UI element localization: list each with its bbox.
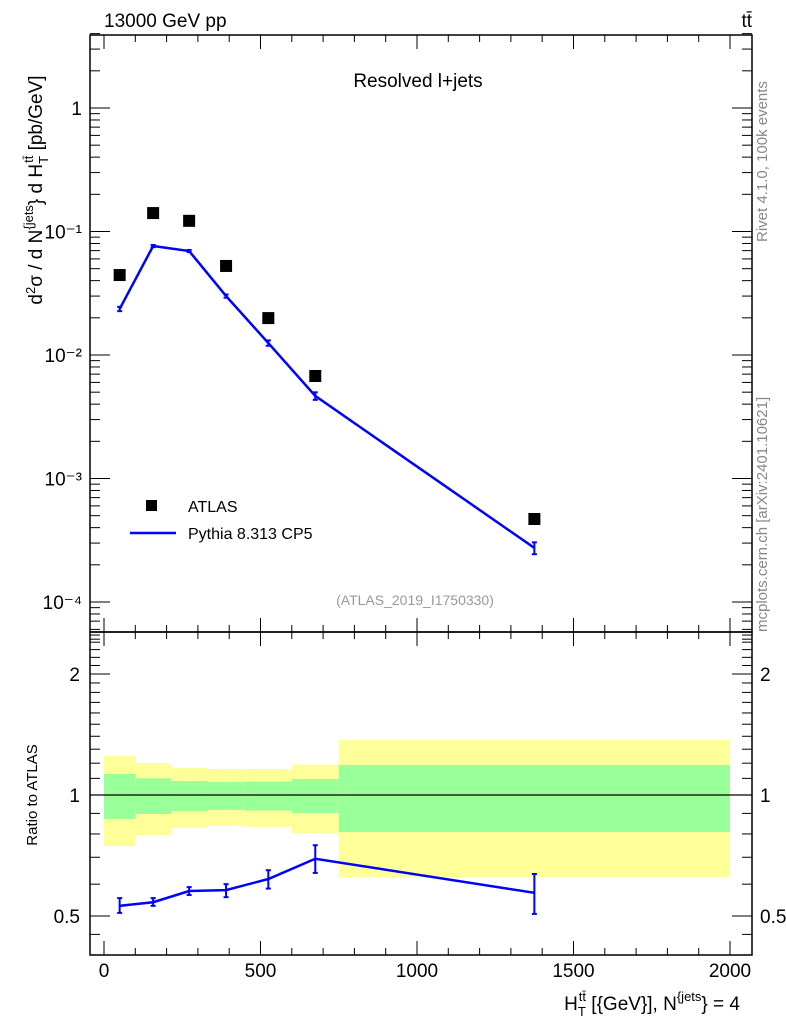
x-tick-label: 500 [245,961,277,982]
main-y-axis-label: d2σ / d N{jets} d HTtt̄ [pb/GeV] [21,75,51,304]
ratio-stat-uncertainty-band [338,764,730,833]
main-y-tick-label: 1 [71,99,82,120]
main-plot-marks [113,207,541,556]
legend-pythia-label: Pythia 8.313 CP5 [188,526,313,543]
pythia-line [118,244,536,549]
ratio-y-tick-label-right: 2 [760,665,771,686]
atlas-data-point [147,207,160,220]
ratio-stat-uncertainty-band [104,773,136,819]
ratio-y-tick-label-right: 0.5 [760,907,786,928]
ratio-y-tick-label-right: 1 [760,786,771,807]
energy-label: 13000 GeV pp [104,11,227,32]
ratio-y-tick-label-left: 2 [69,665,80,686]
ratio-y-tick-label-left: 0.5 [54,907,80,928]
legend-atlas-marker [146,500,157,511]
atlas-data-point [309,370,322,383]
ratio-stat-uncertainty-band [244,781,292,811]
atlas-data-point [220,259,233,272]
main-y-tick-label: 10⁻² [45,346,83,367]
analysis-id: (ATLAS_2019_I1750330) [336,592,494,608]
atlas-data-point [528,512,541,525]
ratio-stat-uncertainty-band [135,778,172,814]
main-y-tick-label: 10⁻¹ [45,223,83,244]
ratio-stat-uncertainty-band [171,781,208,812]
ratio-stat-uncertainty-band [291,778,339,814]
main-y-tick-label: 10⁻⁴ [43,593,82,614]
ratio-y-tick-label-left: 1 [69,786,80,807]
x-tick-label: 1500 [552,961,594,982]
x-tick-label: 0 [99,961,110,982]
x-axis-label: HTtt̄ [{GeV}], N{jets} = 4 [564,989,740,1019]
mcplots-label: mcplots.cern.ch [arXiv:2401.10621] [754,397,771,632]
legend: ATLAS Pythia 8.313 CP5 [130,499,313,543]
x-tick-label: 2000 [709,961,751,982]
rivet-label: Rivet 4.1.0, 100k events [754,81,771,242]
axes: 0 500 1000 1500 2000 1 10⁻¹ 10⁻² 10⁻³ 10⁻⁴ 2 2 1 1 0.5… [43,33,786,982]
atlas-data-point [113,269,126,282]
ratio-uncertainty-bands [90,740,752,878]
process-label: tt̄ [741,11,752,32]
ratio-plot-frame [89,631,753,956]
ratio-stat-uncertainty-band [207,782,245,810]
legend-atlas-label: ATLAS [188,499,238,516]
atlas-data-point [183,214,196,227]
main-y-tick-label: 10⁻³ [45,470,83,491]
plot-title: Resolved l+jets [353,71,482,92]
ratio-y-axis-label: Ratio to ATLAS [24,744,41,845]
ratio-plot-marks [117,844,537,915]
atlas-data-point [262,312,275,325]
x-tick-label: 1000 [396,961,438,982]
